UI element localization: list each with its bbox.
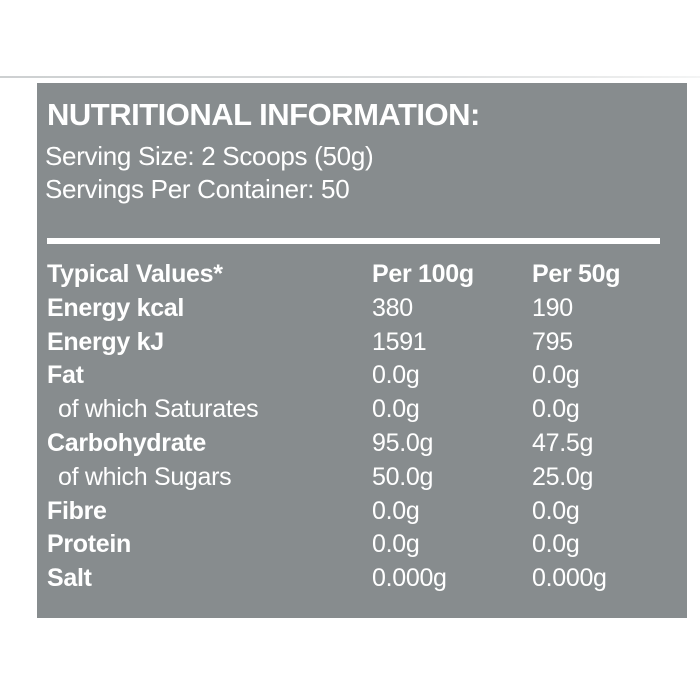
divider-rule — [47, 238, 660, 244]
row-value-per-100g: 50.0g — [372, 462, 434, 491]
col-header-typical-values: Typical Values* — [47, 260, 223, 288]
table-row: of which Sugars 50.0g 25.0g — [37, 461, 687, 495]
row-value-per-100g: 95.0g — [372, 428, 434, 457]
table-row: Fibre 0.0g 0.0g — [37, 495, 687, 529]
table-row: Protein 0.0g 0.0g — [37, 528, 687, 562]
panel-top-edge-line — [0, 76, 700, 78]
table-row: of which Saturates 0.0g 0.0g — [37, 393, 687, 427]
row-value-per-100g: 0.0g — [372, 361, 420, 390]
row-label: Carbohydrate — [47, 428, 206, 457]
row-value-per-50g: 47.5g — [532, 428, 594, 457]
serving-info: Serving Size: 2 Scoops (50g) Servings Pe… — [45, 140, 374, 206]
row-label: Fibre — [47, 496, 107, 525]
row-value-per-50g: 0.000g — [532, 564, 607, 593]
row-label: Energy kJ — [47, 327, 164, 356]
table-row: Salt 0.000g 0.000g — [37, 562, 687, 596]
row-value-per-50g: 190 — [532, 293, 573, 322]
row-label: of which Saturates — [58, 395, 259, 424]
serving-size-line: Serving Size: 2 Scoops (50g) — [45, 141, 374, 171]
row-value-per-100g: 0.0g — [372, 530, 420, 559]
row-value-per-100g: 1591 — [372, 327, 427, 356]
nutrition-title: NUTRITIONAL INFORMATION: — [47, 97, 480, 132]
row-value-per-50g: 0.0g — [532, 496, 580, 525]
row-value-per-100g: 0.0g — [372, 496, 420, 525]
row-value-per-100g: 0.000g — [372, 564, 447, 593]
row-label: Energy kcal — [47, 293, 185, 322]
table-row: Energy kcal 380 190 — [37, 292, 687, 326]
row-value-per-50g: 25.0g — [532, 462, 594, 491]
table-row: Carbohydrate 95.0g 47.5g — [37, 427, 687, 461]
row-label: Salt — [47, 564, 92, 593]
nutrition-panel: NUTRITIONAL INFORMATION: Serving Size: 2… — [37, 83, 687, 618]
servings-per-container-line: Servings Per Container: 50 — [45, 174, 350, 204]
table-row: Energy kJ 1591 795 — [37, 326, 687, 360]
table-header-row: Typical Values* Per 100g Per 50g — [37, 258, 687, 292]
row-value-per-100g: 0.0g — [372, 395, 420, 424]
table-row: Fat 0.0g 0.0g — [37, 359, 687, 393]
row-label: Fat — [47, 361, 84, 390]
col-header-per-100g: Per 100g — [372, 260, 474, 288]
row-value-per-100g: 380 — [372, 293, 413, 322]
nutrition-table: Typical Values* Per 100g Per 50g Energy … — [37, 258, 687, 596]
row-value-per-50g: 0.0g — [532, 395, 580, 424]
row-value-per-50g: 795 — [532, 327, 573, 356]
row-label: Protein — [47, 530, 132, 559]
row-label: of which Sugars — [58, 462, 232, 491]
row-value-per-50g: 0.0g — [532, 530, 580, 559]
row-value-per-50g: 0.0g — [532, 361, 580, 390]
col-header-per-50g: Per 50g — [532, 260, 621, 288]
